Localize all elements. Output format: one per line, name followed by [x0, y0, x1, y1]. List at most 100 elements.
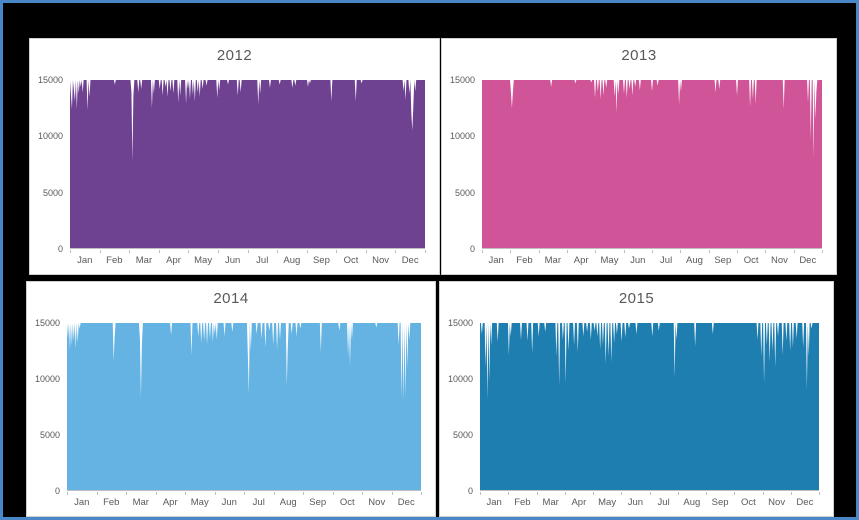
plot-area	[482, 80, 822, 249]
x-tick-mark	[421, 492, 422, 495]
x-tick-mark	[621, 492, 623, 495]
x-tick-mark	[188, 250, 190, 253]
x-tick-mark	[564, 492, 566, 495]
y-axis-labels: 0 5000 10000 15000	[440, 318, 477, 496]
x-tick-mark	[595, 250, 597, 253]
x-tick-mark	[306, 250, 308, 253]
x-month-label: Jan	[74, 497, 90, 508]
x-month-label: Aug	[686, 255, 703, 266]
y-tick-label: 5000	[454, 187, 475, 198]
y-tick-label: 0	[467, 486, 473, 496]
x-month-label: May	[598, 497, 617, 508]
x-tick-mark	[762, 492, 764, 495]
y-tick-label: 15000	[447, 318, 473, 328]
area-series-2012	[70, 80, 425, 248]
x-tick-mark	[99, 250, 101, 253]
x-axis-labels: Jan Feb Mar Apr May Jun Jul Aug Sep Oct Nov Dec	[67, 497, 421, 508]
x-tick-mark	[737, 250, 738, 253]
x-month-label: Feb	[103, 497, 120, 508]
x-tick-mark	[593, 492, 594, 495]
x-axis-labels: Jan Feb Mar Apr May Jun Jul Aug Sep Oct Nov Dec	[480, 497, 819, 508]
x-month-label: May	[194, 255, 213, 266]
x-axis: Jan Feb Mar Apr May Jun Jul Aug Sep Oct Nov Dec	[482, 250, 823, 274]
plot-area	[70, 80, 425, 249]
x-tick-mark	[395, 250, 397, 253]
x-month-label: Jan	[77, 255, 93, 266]
x-tick-mark	[790, 492, 792, 495]
x-tick-mark	[677, 492, 679, 495]
x-tick-mark	[623, 250, 625, 253]
x-tick-mark	[244, 492, 245, 495]
chart-title-2015: 2015	[618, 290, 655, 307]
x-month-label: Jul	[660, 255, 673, 266]
x-month-label: May	[600, 255, 619, 266]
x-month-label: Jun	[225, 255, 241, 266]
chart-title-2013: 2013	[621, 47, 657, 64]
chart-card-2014: 2014 0 5000 10000 15000 Jan Feb Mar Apr May Jun J…	[26, 281, 436, 517]
area-series-2013	[482, 80, 822, 248]
x-month-label: Dec	[401, 255, 419, 266]
x-tick-mark	[649, 492, 651, 495]
x-tick-mark	[734, 492, 736, 495]
x-tick-mark	[214, 492, 216, 495]
y-tick-label: 0	[469, 244, 475, 254]
x-month-label: Jul	[657, 497, 670, 508]
chart-card-2013: 2013 0 5000 10000 15000 Jan Feb Mar Apr May Jun J…	[441, 38, 837, 275]
x-month-label: Jul	[252, 497, 265, 508]
x-tick-mark	[480, 492, 481, 495]
x-tick-mark	[362, 492, 363, 495]
x-tick-mark	[303, 492, 304, 495]
x-tick-mark	[332, 492, 334, 495]
y-tick-label: 0	[57, 244, 63, 254]
x-tick-mark	[538, 250, 540, 253]
x-month-label: May	[190, 497, 209, 508]
x-month-label: Apr	[571, 497, 587, 508]
x-tick-mark	[96, 492, 98, 495]
x-month-label: Jun	[630, 255, 646, 266]
x-tick-mark	[765, 250, 767, 253]
x-month-label: Jun	[221, 497, 237, 508]
x-tick-mark	[793, 250, 795, 253]
x-month-label: Aug	[279, 497, 297, 508]
y-tick-label: 10000	[449, 131, 475, 142]
x-axis-labels: Jan Feb Mar Apr May Jun Jul Aug Sep Oct Nov Dec	[482, 255, 822, 266]
x-month-label: Jun	[627, 497, 644, 508]
x-tick-mark	[819, 492, 820, 495]
y-tick-label: 5000	[452, 430, 473, 440]
x-month-label: Aug	[283, 255, 301, 266]
y-tick-label: 5000	[42, 187, 63, 198]
y-tick-label: 15000	[449, 75, 475, 85]
x-month-label: Jan	[488, 255, 504, 266]
chart-card-2012: 2012 0 5000 10000 15000 Jan Feb Mar Apr May Jun J…	[29, 38, 440, 275]
x-tick-mark	[126, 492, 127, 495]
x-tick-mark	[217, 250, 219, 253]
x-month-label: Jul	[256, 255, 269, 266]
x-month-label: Oct	[743, 255, 759, 266]
x-tick-mark	[247, 250, 249, 253]
x-month-label: Feb	[516, 255, 533, 266]
x-month-label: Sep	[312, 255, 330, 266]
x-month-label: Apr	[166, 255, 181, 266]
plot-area	[67, 323, 421, 491]
y-tick-label: 0	[54, 486, 60, 496]
x-month-label: Mar	[542, 497, 559, 508]
x-month-label: Nov	[372, 255, 390, 266]
y-tick-label: 10000	[34, 374, 60, 384]
x-tick-mark	[510, 250, 512, 253]
x-tick-mark	[391, 492, 393, 495]
x-month-label: Jan	[486, 497, 502, 508]
x-tick-mark	[277, 250, 279, 253]
y-tick-label: 15000	[34, 318, 60, 328]
x-month-label: Dec	[799, 255, 817, 266]
x-tick-mark	[185, 492, 186, 495]
x-month-label: Oct	[740, 497, 756, 508]
x-tick-mark	[425, 250, 426, 253]
x-month-label: Mar	[135, 255, 153, 266]
area-series-2015	[480, 323, 819, 490]
x-tick-mark	[273, 492, 275, 495]
x-month-label: Mar	[132, 497, 149, 508]
x-month-label: Oct	[339, 497, 355, 508]
y-axis-labels: 0 5000 10000 15000	[27, 318, 64, 496]
x-tick-mark	[365, 250, 367, 253]
x-axis: Jan Feb Mar Apr May Jun Jul Aug Sep Oct Nov Dec	[67, 492, 422, 516]
